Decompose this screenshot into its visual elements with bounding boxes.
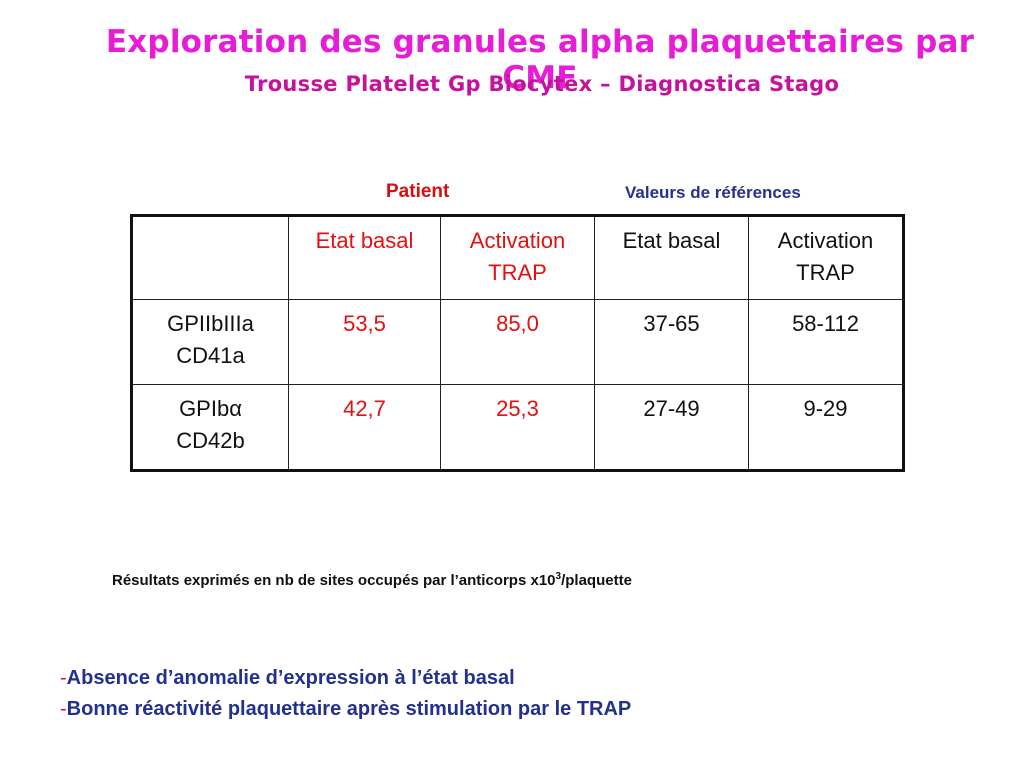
value-cell: 42,7 xyxy=(288,384,441,471)
value-cell: 25,3 xyxy=(440,384,595,471)
header-cell-ref-basal: Etat basal xyxy=(594,215,749,300)
value-cell: 27-49 xyxy=(594,384,749,471)
value-cell: 37-65 xyxy=(594,299,749,385)
units-note-exponent: 3 xyxy=(555,571,562,582)
units-note: Résultats exprimés en nb de sites occupé… xyxy=(112,571,632,589)
marker-name: GPIbα xyxy=(179,396,242,421)
value-cell: 85,0 xyxy=(440,299,595,385)
slide-subtitle: Trousse Platelet Gp Biocytex – Diagnosti… xyxy=(244,72,840,96)
header-cell-patient-trap: Activation TRAP xyxy=(440,215,595,300)
row-label-cell: GPIIbIIIa CD41a xyxy=(131,299,289,385)
table-header-row: Etat basal Activation TRAP Etat basal Ac… xyxy=(131,215,904,300)
bullet-dash: - xyxy=(60,698,67,720)
cd-name: CD41a xyxy=(176,343,245,368)
value-cell: 9-29 xyxy=(748,384,904,471)
units-note-text: Résultats exprimés en nb de sites occupé… xyxy=(112,572,556,589)
table-row: GPIbα CD42b 42,7 25,3 27-49 9-29 xyxy=(131,384,904,471)
units-note-suffix: /plaquette xyxy=(561,572,632,589)
results-table: Etat basal Activation TRAP Etat basal Ac… xyxy=(130,214,905,472)
marker-name: GPIIbIIIa xyxy=(167,311,254,336)
conclusion-text: Bonne réactivité plaquettaire après stim… xyxy=(66,698,632,720)
cd-name: CD42b xyxy=(176,428,245,453)
reference-group-label: Valeurs de références xyxy=(625,183,801,202)
bullet-dash: - xyxy=(60,667,67,689)
table-row: GPIIbIIIa CD41a 53,5 85,0 37-65 58-112 xyxy=(131,299,904,385)
conclusion-item: -Bonne réactivité plaquettaire après sti… xyxy=(60,698,631,721)
value-cell: 53,5 xyxy=(288,299,441,385)
conclusion-item: -Absence d’anomalie d’expression à l’éta… xyxy=(60,667,515,690)
slide-title: Exploration des granules alpha plaquetta… xyxy=(105,24,975,96)
row-label-cell: GPIbα CD42b xyxy=(131,384,289,471)
header-cell-empty xyxy=(131,215,289,300)
value-cell: 58-112 xyxy=(748,299,904,385)
header-cell-patient-basal: Etat basal xyxy=(288,215,441,300)
conclusion-text: Absence d’anomalie d’expression à l’état… xyxy=(66,667,515,689)
patient-group-label: Patient xyxy=(386,181,450,202)
header-cell-ref-trap: Activation TRAP xyxy=(748,215,904,300)
